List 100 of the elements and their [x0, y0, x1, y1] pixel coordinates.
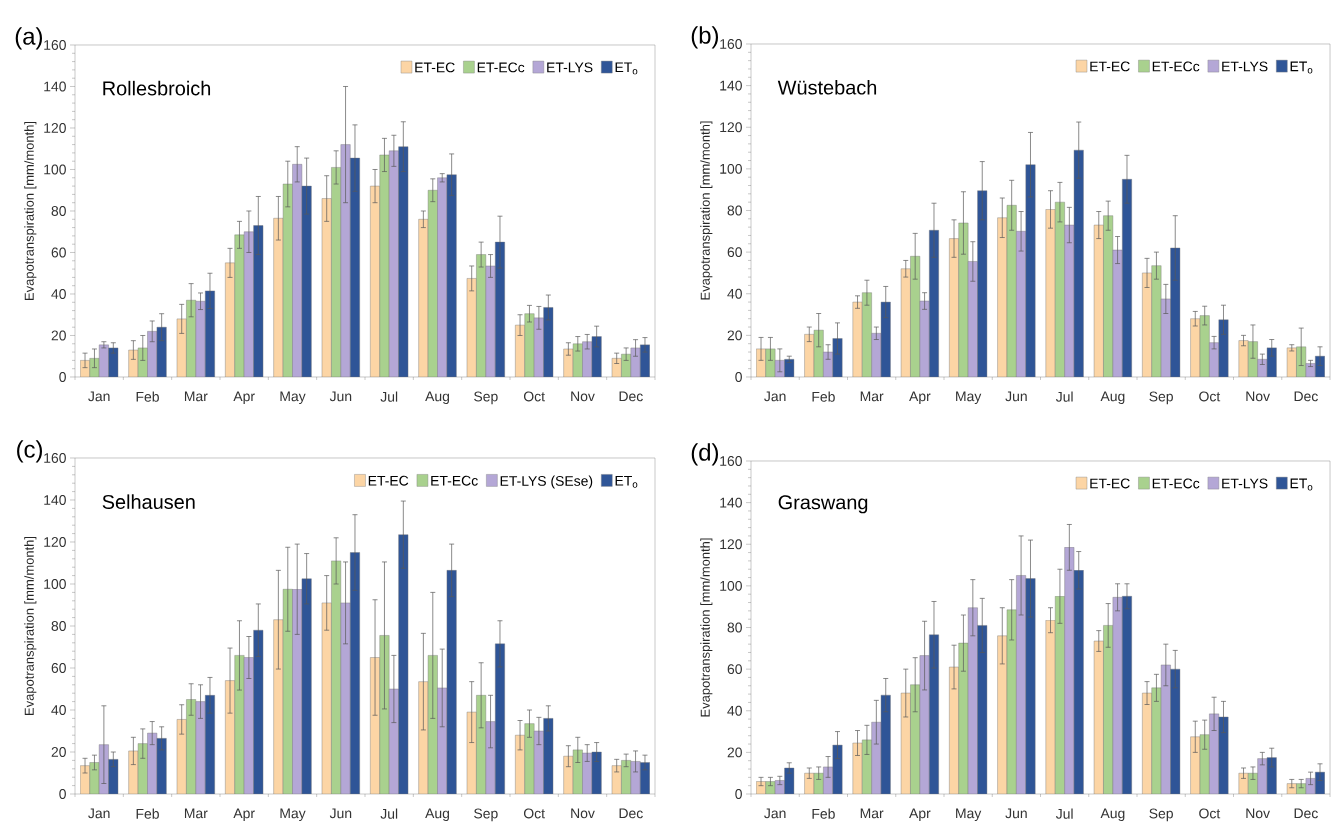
x-tick-label: Jul	[1055, 391, 1073, 402]
legend-label: ET-EC	[368, 475, 409, 486]
y-tick-label: 40	[51, 705, 66, 715]
legend-label: ET-ECc	[477, 62, 525, 73]
x-tick-label: Jan	[764, 808, 786, 819]
x-tick-label: Jan	[88, 808, 110, 819]
x-tick-label: Jun	[329, 808, 352, 819]
y-tick-label: 120	[44, 537, 66, 547]
x-tick-label: Oct	[1199, 391, 1221, 402]
x-tick-label: Dec	[1294, 808, 1318, 819]
y-tick-label: 20	[51, 747, 66, 757]
annotation: Graswang	[778, 495, 868, 514]
x-tick-label: Mar	[860, 808, 884, 819]
chart-title: (c)	[17, 440, 42, 463]
x-tick-label: Sep	[474, 808, 498, 822]
bar	[234, 655, 245, 794]
y-tick-label: 0	[59, 372, 66, 382]
annotation: Rollesbroich	[103, 80, 211, 96]
x-tick-label: Feb	[812, 391, 835, 402]
legend-label: ET-LYS	[547, 62, 593, 73]
bar	[1218, 319, 1229, 377]
y-tick-label: 60	[727, 664, 742, 675]
x-tick-label: Sep	[474, 391, 498, 405]
y-tick-label: 120	[720, 122, 742, 133]
legend-label: ET-EC	[415, 62, 455, 73]
x-tick-label: Jul	[1055, 808, 1073, 819]
x-tick-label: Oct	[523, 808, 545, 819]
bar	[1045, 620, 1056, 794]
y-tick-label: 100	[44, 579, 66, 589]
y-tick-label: 160	[720, 456, 742, 466]
x-tick-label: Jul	[380, 808, 398, 819]
y-tick-label: 20	[51, 330, 66, 341]
y-tick-label: 140	[44, 495, 66, 505]
bar	[524, 723, 535, 794]
bar	[1025, 164, 1036, 377]
x-tick-label: Jan	[88, 391, 110, 402]
bar	[195, 701, 206, 794]
y-tick-label: 140	[720, 80, 742, 91]
y-axis-title: Evapotranspiration [mm/month]	[24, 536, 37, 715]
y-tick-label: 60	[727, 247, 742, 258]
legend-label: ET-LYS	[1222, 478, 1268, 489]
y-tick-label: 20	[727, 747, 742, 758]
y-tick-label: 140	[44, 81, 66, 92]
legend-label: ET-ECc	[1152, 61, 1200, 72]
bar	[485, 265, 496, 377]
bar	[340, 602, 351, 794]
x-tick-label: May	[956, 391, 982, 404]
x-tick-label: Apr	[909, 808, 931, 822]
y-tick-label: 40	[727, 288, 742, 299]
x-tick-label: Dec	[1294, 391, 1318, 402]
y-tick-label: 60	[51, 247, 66, 258]
x-tick-label: Jun	[1005, 808, 1027, 819]
x-tick-label: Mar	[860, 391, 884, 402]
x-tick-label: Apr	[233, 391, 255, 404]
y-tick-label: 100	[44, 164, 66, 175]
y-tick-label: 60	[51, 663, 66, 673]
y-tick-label: 20	[727, 330, 742, 341]
x-tick-label: Sep	[1149, 808, 1173, 822]
x-tick-label: Feb	[812, 808, 835, 819]
y-tick-label: 160	[720, 39, 742, 49]
x-tick-label: Jan	[764, 391, 786, 402]
x-tick-label: Jun	[329, 391, 352, 402]
bar	[524, 313, 535, 377]
x-tick-label: Apr	[233, 808, 255, 822]
chart-title: (d)	[691, 443, 719, 466]
x-tick-label: Aug	[425, 391, 450, 404]
x-tick-label: Nov	[571, 808, 595, 819]
y-tick-label: 80	[51, 621, 66, 631]
bar	[1218, 716, 1229, 794]
y-tick-label: 100	[720, 163, 742, 174]
y-tick-label: 80	[727, 205, 742, 216]
bar	[234, 234, 245, 377]
legend-label: ET-ECc	[1152, 478, 1200, 489]
legend-label: ET$_{o}$	[615, 475, 638, 488]
annotation: Selhausen	[102, 494, 195, 509]
y-tick-label: 140	[720, 497, 742, 508]
x-tick-label: May	[280, 808, 306, 822]
legend-label: ET$_{o}$	[1290, 478, 1313, 491]
x-tick-label: Dec	[619, 808, 643, 819]
legend-label: ET-LYS	[1222, 61, 1268, 72]
x-tick-label: May	[280, 391, 306, 404]
x-tick-label: Nov	[1246, 391, 1270, 402]
x-tick-label: Nov	[1246, 808, 1270, 819]
x-tick-label: Feb	[136, 391, 159, 402]
y-axis-title: Evapotranspiration [mm/month]	[700, 121, 713, 300]
chart-title: (a)	[15, 27, 42, 50]
y-tick-label: 120	[44, 123, 66, 133]
x-tick-label: Feb	[136, 808, 159, 819]
y-tick-label: 40	[51, 289, 66, 299]
x-tick-label: May	[956, 808, 982, 822]
y-tick-label: 80	[727, 622, 742, 633]
y-tick-label: 0	[735, 789, 742, 799]
legend-label: ET-EC	[1090, 478, 1130, 489]
y-tick-label: 120	[720, 539, 742, 550]
x-tick-label: Oct	[523, 391, 545, 402]
legend-label: ET-EC	[1090, 61, 1130, 72]
x-tick-label: Aug	[1100, 391, 1125, 404]
y-tick-label: 100	[720, 580, 742, 591]
x-tick-label: Mar	[184, 808, 208, 819]
legend-label: ET$_{o}$	[615, 62, 638, 75]
